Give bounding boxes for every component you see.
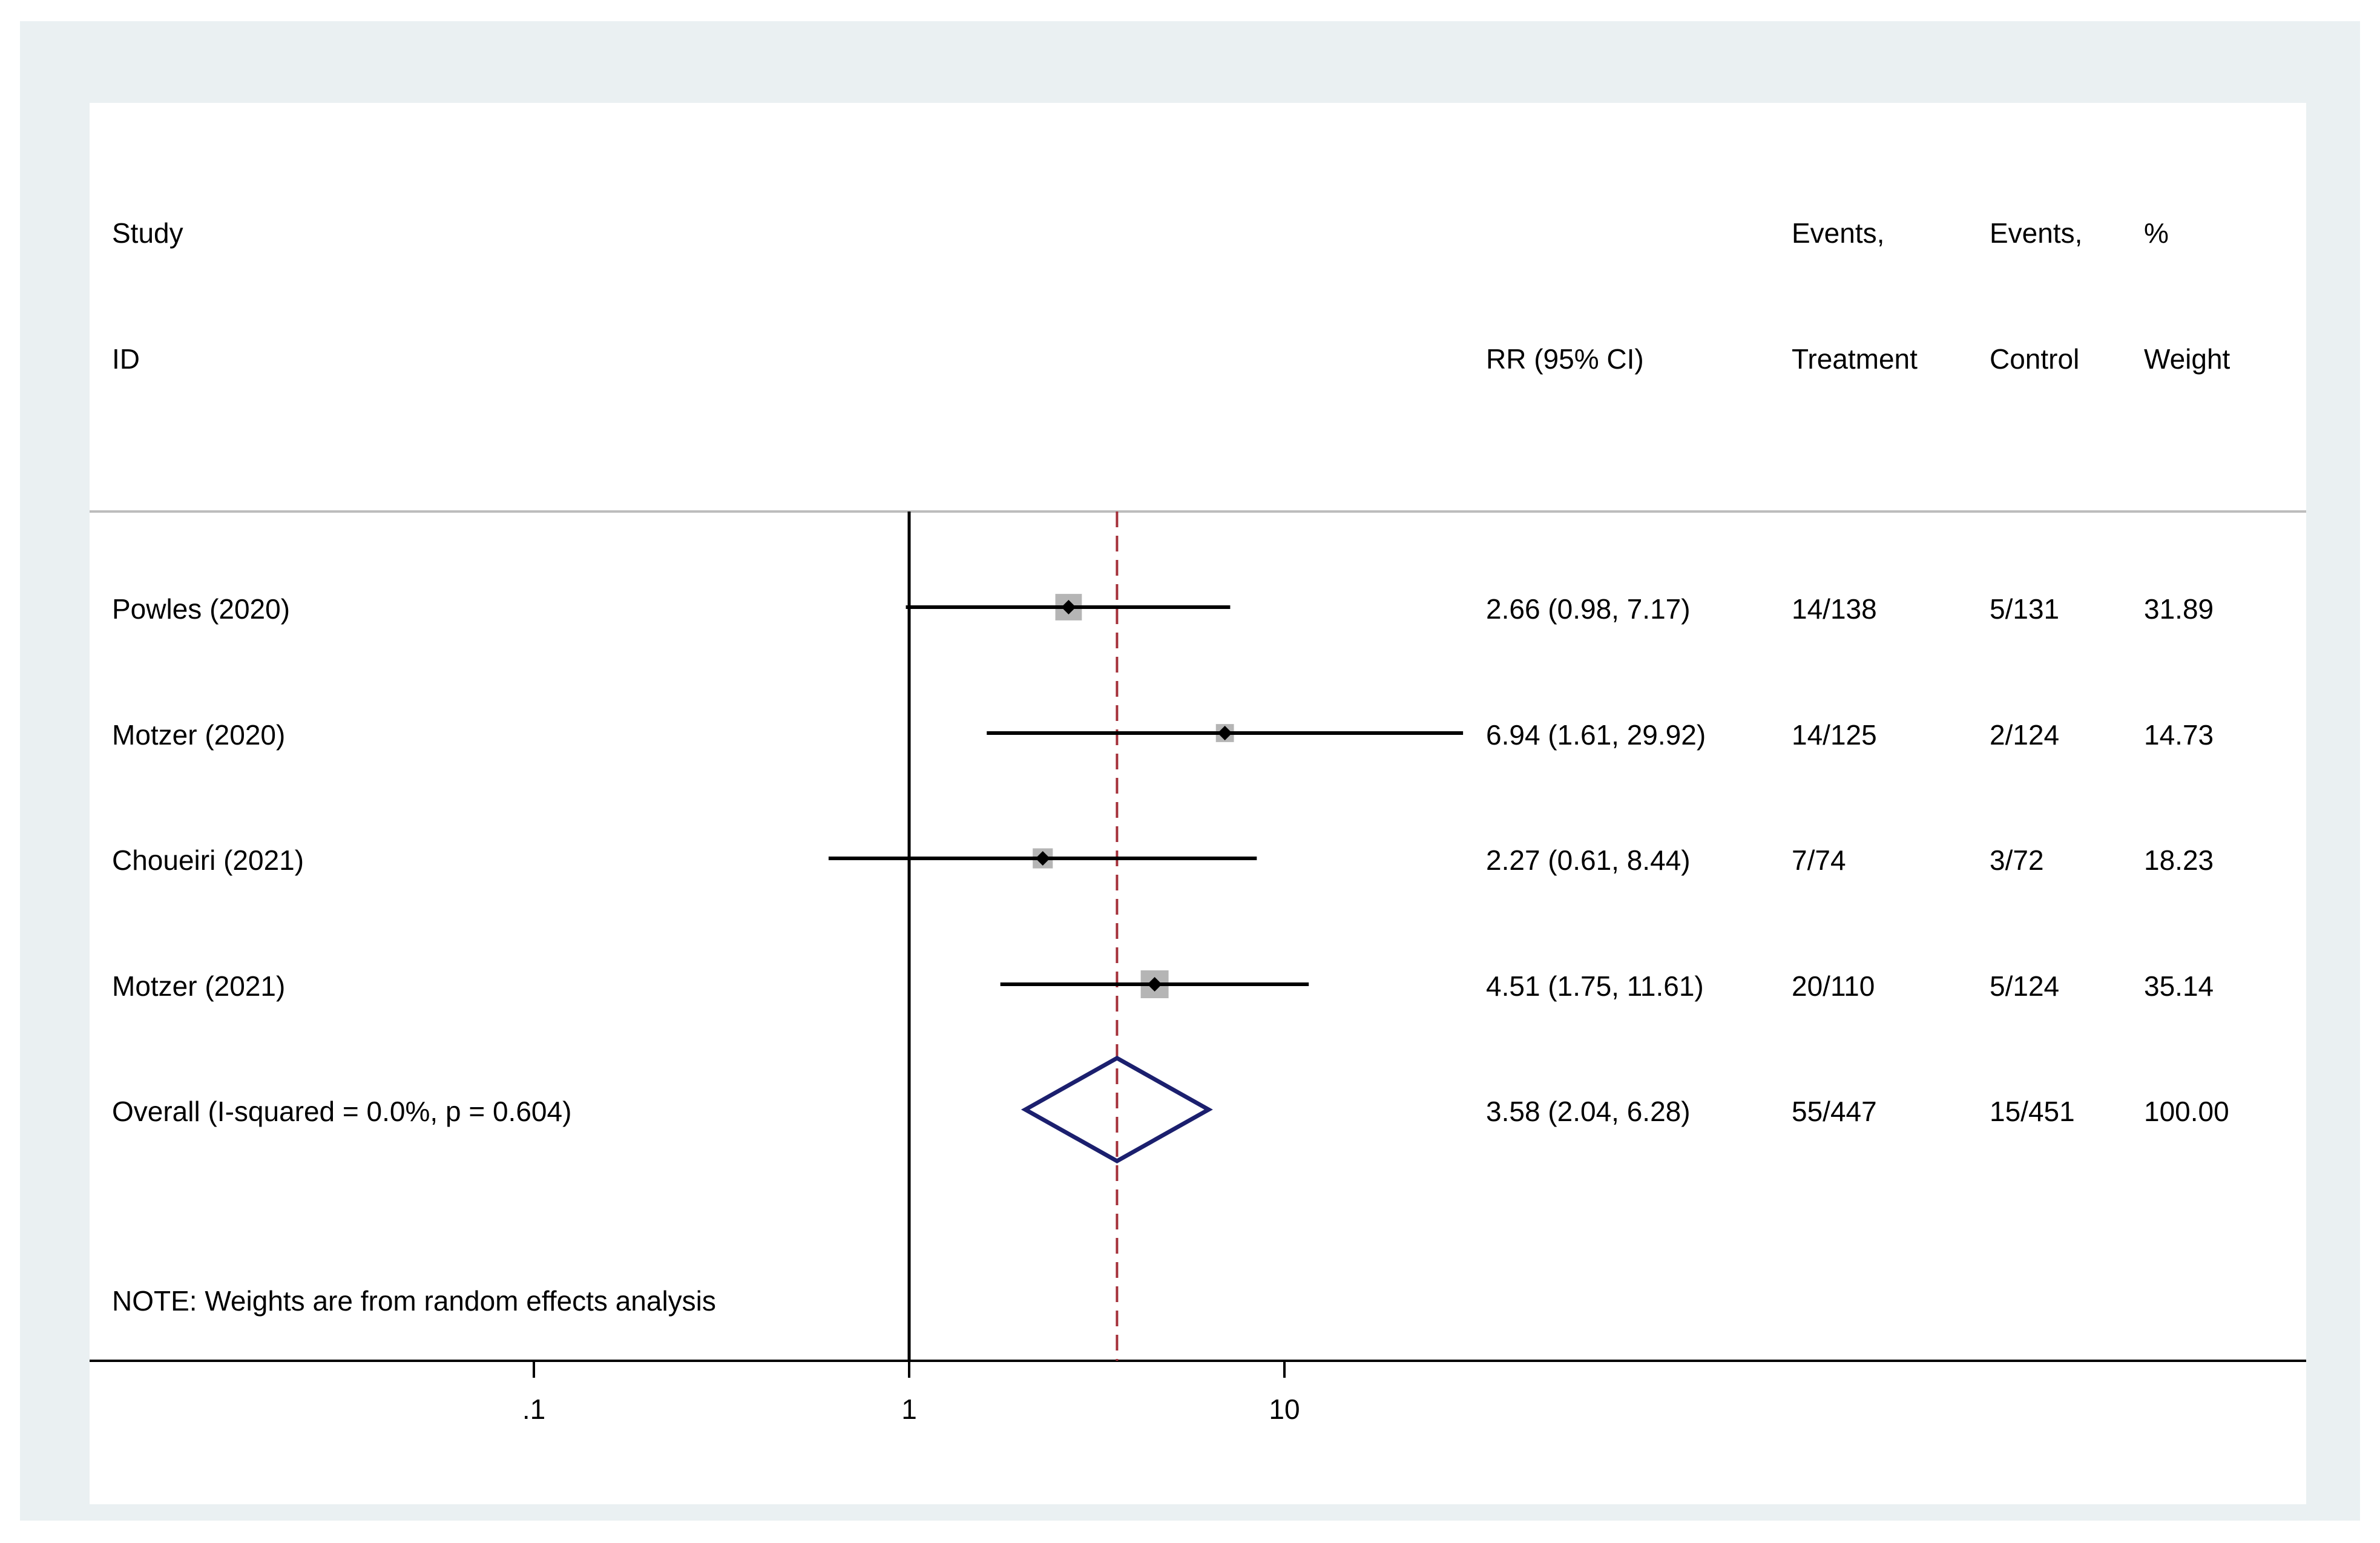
- study-weight: 14.73: [2144, 719, 2214, 751]
- study-events-control: 2/124: [1990, 719, 2060, 751]
- plot-panel: [90, 103, 2306, 1504]
- study-events-control: 3/72: [1990, 844, 2044, 876]
- header-weight-2: Weight: [2144, 343, 2230, 375]
- overall-name: Overall (I-squared = 0.0%, p = 0.604): [112, 1096, 572, 1127]
- overall-events-control: 15/451: [1990, 1096, 2075, 1127]
- x-tick-label: .1: [522, 1393, 546, 1425]
- study-events-control: 5/124: [1990, 970, 2060, 1002]
- point-estimate: [1061, 600, 1076, 614]
- study-events-control: 5/131: [1990, 593, 2060, 625]
- study-weight: 35.14: [2144, 970, 2214, 1002]
- header-events-control-1: Events,: [1990, 217, 2083, 249]
- header-weight-1: %: [2144, 217, 2169, 249]
- study-events-treatment: 20/110: [1792, 970, 1875, 1002]
- study-rr: 2.27 (0.61, 8.44): [1486, 844, 1691, 876]
- x-tick-label: 1: [901, 1393, 917, 1425]
- point-estimate: [1147, 977, 1162, 992]
- study-rr: 2.66 (0.98, 7.17): [1486, 593, 1691, 625]
- overall-weight: 100.00: [2144, 1096, 2229, 1127]
- overall-events-treatment: 55/447: [1792, 1096, 1877, 1127]
- header-id: ID: [112, 343, 140, 375]
- header-events-control-2: Control: [1990, 343, 2080, 375]
- study-rr: 6.94 (1.61, 29.92): [1486, 719, 1706, 751]
- point-estimate: [1035, 851, 1050, 866]
- study-name: Motzer (2020): [112, 719, 286, 751]
- note-text: NOTE: Weights are from random effects an…: [112, 1285, 716, 1317]
- header-study: Study: [112, 217, 183, 249]
- study-events-treatment: 14/138: [1792, 593, 1877, 625]
- study-rr: 4.51 (1.75, 11.61): [1486, 970, 1704, 1002]
- study-name: Motzer (2021): [112, 970, 286, 1002]
- study-name: Powles (2020): [112, 593, 291, 625]
- header-events-treatment-2: Treatment: [1792, 343, 1918, 375]
- header-events-treatment-1: Events,: [1792, 217, 1885, 249]
- point-estimate: [1217, 726, 1232, 740]
- study-weight: 31.89: [2144, 593, 2214, 625]
- study-name: Choueiri (2021): [112, 844, 304, 876]
- study-events-treatment: 7/74: [1792, 844, 1846, 876]
- overall-rr: 3.58 (2.04, 6.28): [1486, 1096, 1691, 1127]
- header-rr: RR (95% CI): [1486, 343, 1644, 375]
- study-events-treatment: 14/125: [1792, 719, 1877, 751]
- x-tick-label: 10: [1269, 1393, 1300, 1425]
- overall-diamond: [1021, 1055, 1213, 1164]
- study-weight: 18.23: [2144, 844, 2214, 876]
